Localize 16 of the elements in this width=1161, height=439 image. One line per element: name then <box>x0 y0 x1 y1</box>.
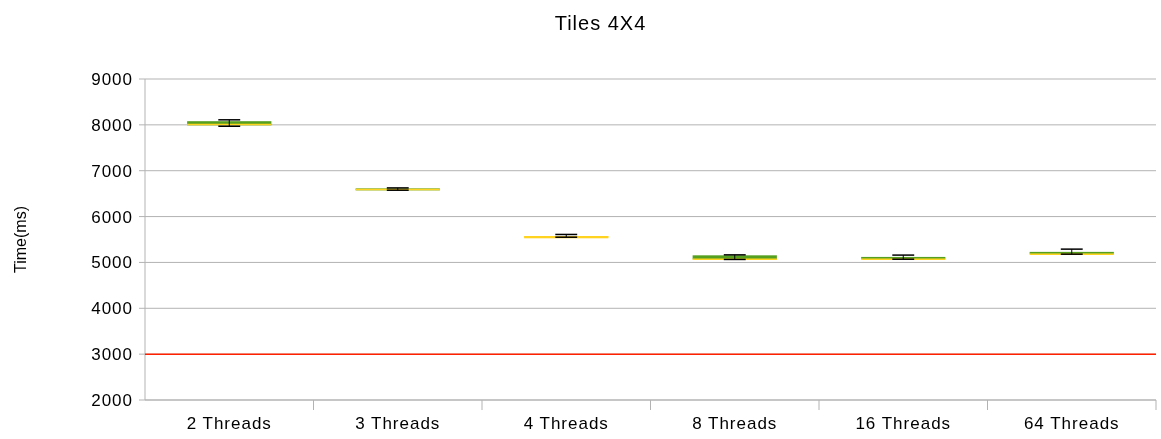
x-tick-label: 2 Threads <box>186 414 272 433</box>
x-tick-label: 4 Threads <box>523 414 609 433</box>
y-tick-label: 3000 <box>91 345 133 365</box>
y-tick-label: 9000 <box>91 69 133 89</box>
y-axis-title: Time(ms) <box>12 206 29 273</box>
y-tick-label: 8000 <box>91 115 133 135</box>
x-tick-label: 8 Threads <box>692 414 778 433</box>
y-tick-label: 5000 <box>91 253 133 273</box>
y-tick-label: 7000 <box>91 161 133 181</box>
x-tick-label: 3 Threads <box>355 414 441 433</box>
x-tick-label: 16 Threads <box>855 414 952 433</box>
x-tick-label: 64 Threads <box>1023 414 1120 433</box>
y-tick-label: 2000 <box>91 390 133 410</box>
y-tick-label: 6000 <box>91 207 133 227</box>
chart-title: Tiles 4X4 <box>554 12 647 34</box>
y-tick-label: 4000 <box>91 299 133 319</box>
